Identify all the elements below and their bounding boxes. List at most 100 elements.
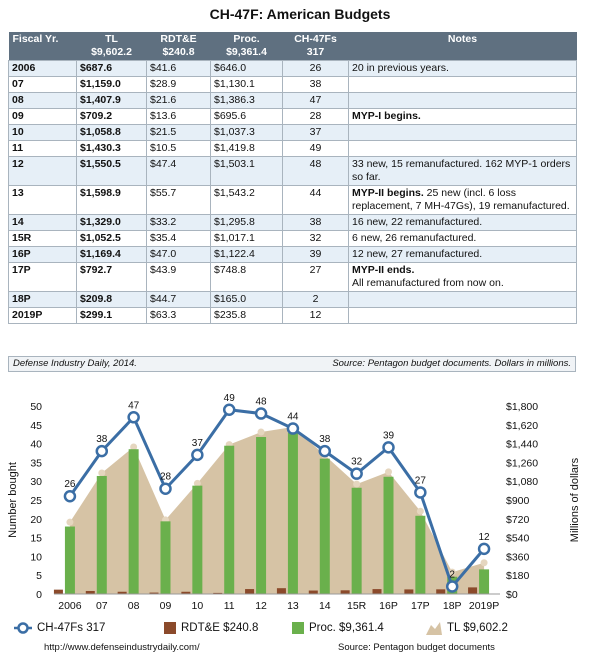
cell-units: 48: [282, 156, 349, 186]
legend-item-ch47fs: CH-47Fs 317: [14, 620, 105, 636]
cell-fiscal-year: 08: [8, 92, 77, 109]
cell-units: 2: [282, 291, 349, 308]
cell-proc: $1,037.3: [210, 124, 283, 141]
proc-bar: [128, 449, 139, 594]
table-row: 14 $1,329.0 $33.2 $1,295.8 38 16 new, 22 rema…: [8, 214, 577, 231]
rdte-bar: [308, 590, 318, 594]
note-highlight: MYP-II begins.: [352, 187, 424, 199]
ch47fs-point: [286, 422, 300, 435]
cell-notes: [348, 307, 577, 324]
note-text: 20 in previous years.: [352, 62, 449, 74]
cell-notes: [348, 92, 577, 109]
y-left-tick-label: 30: [30, 476, 42, 488]
y-left-tick-label: 35: [30, 457, 42, 469]
tl-point: [353, 480, 361, 488]
cell-tl: $792.7: [76, 262, 147, 292]
x-tick-label: 2019P: [469, 600, 499, 612]
cell-notes: 20 in previous years.: [348, 60, 577, 77]
ch47fs-data-label: 49: [224, 393, 236, 404]
cell-notes: 33 new, 15 remanufactured. 162 MYP-1 ord…: [348, 156, 577, 186]
y-left-tick-label: 25: [30, 495, 42, 507]
tl-point: [193, 479, 201, 487]
cell-fiscal-year: 17P: [8, 262, 77, 292]
proc-bar: [319, 458, 330, 594]
ch47fs-data-label: 48: [256, 397, 268, 408]
tl-area: [69, 427, 485, 594]
credit-source: Source: Pentagon budget documents: [338, 642, 495, 653]
ch47fs-line: [68, 408, 486, 590]
header-proc: Proc. $9,361.4: [210, 32, 283, 61]
legend-label-rdte: RDT&E $240.8: [181, 622, 259, 634]
cell-notes: MYP-I begins.: [348, 108, 577, 125]
legend-rdte-swatch-icon: [164, 622, 176, 634]
cell-rdte: $44.7: [146, 291, 211, 308]
header-rdte: RDT&E $240.8: [146, 32, 211, 61]
y-right-tick-label: $720: [506, 514, 530, 526]
y-left-tick-label: 45: [30, 420, 42, 432]
cell-notes: [348, 124, 577, 141]
ch47fs-data-label: 38: [319, 434, 331, 445]
cell-notes: MYP-II ends. All remanufactured from now …: [348, 262, 577, 292]
ch47fs-data-label: 44: [287, 412, 299, 423]
table-row: 12 $1,550.5 $47.4 $1,503.1 48 33 new, 15 rema…: [8, 156, 577, 186]
cell-notes: 12 new, 27 remanufactured.: [348, 246, 577, 263]
note-highlight: MYP-I begins.: [352, 110, 421, 122]
x-tick-label: 08: [128, 600, 140, 612]
cell-rdte: $43.9: [146, 262, 211, 292]
legend-line-marker-icon: [14, 622, 32, 634]
rdte-bar: [276, 588, 286, 594]
note-text: 33 new, 15 remanufactured. 162 MYP-1 ord…: [352, 158, 571, 183]
table-row: 17P $792.7 $43.9 $748.8 27 MYP-II ends. All re…: [8, 262, 577, 292]
cell-rdte: $55.7: [146, 185, 211, 215]
y-left-tick-label: 20: [30, 514, 42, 526]
cell-proc: $1,122.4: [210, 246, 283, 263]
cell-units: 28: [282, 108, 349, 125]
cell-tl: $1,329.0: [76, 214, 147, 231]
y-right-tick-label: $180: [506, 570, 530, 582]
cell-proc: $1,419.8: [210, 140, 283, 157]
rdte-bar: [149, 592, 159, 594]
proc-bar: [192, 485, 203, 594]
x-tick-label: 15R: [347, 600, 367, 612]
table-row: 08 $1,407.9 $21.6 $1,386.3 47: [8, 92, 577, 109]
y-right-tick-label: $1,080: [506, 476, 538, 488]
x-tick-label: 18P: [443, 600, 462, 612]
cell-tl: $1,598.9: [76, 185, 147, 215]
y-right-tick-label: $360: [506, 551, 530, 563]
rdte-bar: [53, 589, 63, 594]
note-text: 6 new, 26 remanufactured.: [352, 232, 477, 244]
cell-fiscal-year: 15R: [8, 230, 77, 247]
note-text: 12 new, 27 remanufactured.: [352, 248, 483, 260]
ch47fs-data-label: 38: [96, 434, 108, 445]
cell-proc: $1,386.3: [210, 92, 283, 109]
header-units: CH-47Fs 317: [282, 32, 349, 61]
cell-fiscal-year: 18P: [8, 291, 77, 308]
y-left-tick-label: 15: [30, 533, 42, 545]
x-tick-label: 17P: [411, 600, 430, 612]
legend-item-rdte: RDT&E $240.8: [164, 620, 258, 636]
table-footer-credit: Defense Industry Daily, 2014.: [13, 358, 137, 369]
x-tick-label: 10: [192, 600, 204, 612]
cell-tl: $687.6: [76, 60, 147, 77]
budget-chart: 0 5 10 15 20 25 30 35 40 45 50 $0 $180 $360 $540 $720 $9…: [7, 393, 581, 612]
cell-units: 32: [282, 230, 349, 247]
cell-tl: $709.2: [76, 108, 147, 125]
cell-proc: $748.8: [210, 262, 283, 292]
table-row: 18P $209.8 $44.7 $165.0 2: [8, 291, 577, 308]
cell-proc: $1,130.1: [210, 76, 283, 93]
table-body: 2006 $687.6 $41.6 $646.0 26 20 in previous ye…: [8, 60, 577, 324]
rdte-bar: [372, 589, 382, 594]
ch47fs-data-label: 27: [415, 475, 427, 486]
cell-proc: $695.6: [210, 108, 283, 125]
tl-point: [448, 568, 456, 576]
cell-proc: $1,017.1: [210, 230, 283, 247]
proc-bar: [287, 432, 298, 594]
y-right-tick-label: $0: [506, 589, 518, 601]
tl-point: [66, 518, 74, 526]
proc-bar: [479, 569, 490, 594]
header-fiscal-year: Fiscal Yr.: [8, 32, 77, 61]
cell-proc: $646.0: [210, 60, 283, 77]
x-tick-label: 14: [319, 600, 331, 612]
legend-item-proc: Proc. $9,361.4: [292, 620, 384, 636]
note-text: All remanufactured from now on.: [352, 277, 504, 289]
